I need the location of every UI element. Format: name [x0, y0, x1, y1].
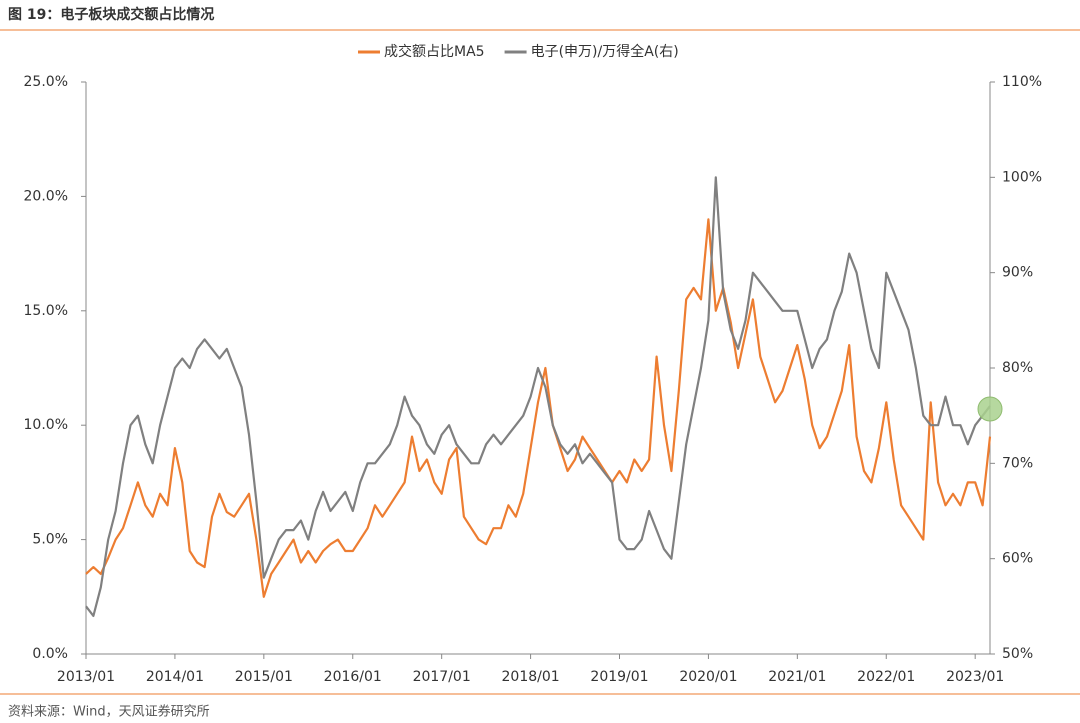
- x-tick-label: 2014/01: [146, 669, 204, 685]
- y-tick-label: 20.0%: [24, 188, 68, 204]
- x-tick-label: 2022/01: [857, 669, 915, 685]
- x-tick-label: 2013/01: [57, 669, 115, 685]
- y2-tick-label: 70%: [1002, 455, 1033, 471]
- y2-tick-label: 100%: [1002, 169, 1042, 185]
- highlight-marker: [977, 396, 1003, 422]
- x-tick-label: 2019/01: [590, 669, 648, 685]
- x-tick-label: 2023/01: [946, 669, 1004, 685]
- series-line: [85, 218, 992, 598]
- y2-tick-label: 50%: [1002, 646, 1033, 662]
- series-line: [85, 176, 991, 617]
- chart-title: 图 19：电子板块成交额占比情况: [8, 6, 214, 23]
- x-tick-label: 2020/01: [679, 669, 737, 685]
- y2-tick-label: 110%: [1002, 74, 1042, 90]
- x-tick-label: 2016/01: [324, 669, 382, 685]
- x-tick-label: 2021/01: [768, 669, 826, 685]
- y2-tick-label: 60%: [1002, 551, 1033, 567]
- source: 资料来源：Wind，天风证券研究所: [8, 704, 210, 720]
- x-tick-label: 2015/01: [235, 669, 293, 685]
- legend-label: 成交额占比MA5: [384, 43, 485, 60]
- y-tick-label: 25.0%: [24, 74, 68, 90]
- y2-tick-label: 80%: [1002, 360, 1033, 376]
- y-tick-label: 0.0%: [32, 646, 68, 662]
- legend-label: 电子(申万)/万得全A(右): [531, 43, 679, 60]
- x-tick-label: 2017/01: [413, 669, 471, 685]
- x-tick-label: 2018/01: [502, 669, 560, 685]
- y-tick-label: 15.0%: [24, 303, 68, 319]
- y-tick-label: 10.0%: [24, 417, 68, 433]
- y-tick-label: 5.0%: [32, 532, 68, 548]
- y2-tick-label: 90%: [1002, 265, 1033, 281]
